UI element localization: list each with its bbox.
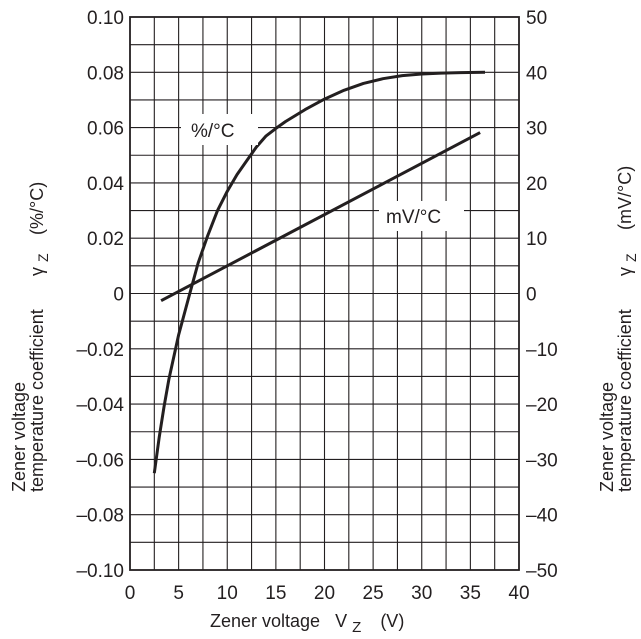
- plot-border: [129, 16, 520, 571]
- y-right-tick-label: –40: [526, 506, 558, 527]
- label-pct-background: [181, 114, 258, 145]
- y-left-title-line1: Zener voltage: [9, 382, 29, 492]
- y-left-tick-label: –0.02: [76, 340, 124, 361]
- series-line-pct-per-c: [152, 70, 486, 474]
- y-left-tick-labels: 0.10 0.08 0.06 0.04 0.02 0 –0.02 –0.04 –0.06 –0.0…: [76, 8, 124, 582]
- y-right-tick-label: 50: [526, 8, 547, 29]
- y-left-tick-label: 0.04: [87, 174, 124, 195]
- y-right-tick-label: –50: [526, 561, 558, 582]
- y-left-axis-title: Zener voltage temperature coefficient γ …: [9, 182, 51, 492]
- y-right-tick-label: 30: [526, 119, 547, 140]
- y-left-tick-label: –0.10: [76, 561, 124, 582]
- x-tick-label: 5: [173, 583, 184, 604]
- x-axis-unit: (V): [380, 611, 404, 631]
- series-line-mv-per-c: [160, 131, 481, 303]
- y-right-tick-label: 0: [526, 285, 537, 306]
- x-tick-label: 35: [460, 583, 481, 604]
- x-tick-label: 30: [411, 583, 432, 604]
- y-right-tick-label: 20: [526, 174, 547, 195]
- series-lines: [152, 70, 486, 474]
- y-right-title-line2: temperature coefficient: [615, 309, 635, 492]
- y-left-title-line2: temperature coefficient: [27, 309, 47, 492]
- y-right-title-line1: Zener voltage: [597, 382, 617, 492]
- y-left-tick-label: 0.02: [87, 229, 124, 250]
- y-left-tick-label: 0: [113, 285, 124, 306]
- y-right-tick-labels: 50 40 30 20 10 0 –10 –20 –30 –40 –50: [526, 8, 558, 582]
- x-tick-label: 15: [265, 583, 286, 604]
- y-left-tick-label: 0.10: [87, 8, 124, 29]
- y-left-symbol: γ Z: [27, 253, 51, 276]
- y-left-tick-label: 0.06: [87, 119, 124, 140]
- y-right-tick-label: 40: [526, 63, 547, 84]
- y-right-tick-label: –30: [526, 450, 558, 471]
- x-tick-labels: 0 5 10 15 20 25 30 35 40: [125, 583, 530, 604]
- x-tick-label: 25: [363, 583, 384, 604]
- y-right-axis-title: Zener voltage temperature coefficient γ …: [597, 166, 639, 492]
- y-right-tick-label: –10: [526, 340, 558, 361]
- x-tick-label: 0: [125, 583, 136, 604]
- y-left-tick-label: –0.06: [76, 450, 124, 471]
- x-tick-label: 10: [217, 583, 238, 604]
- y-left-subscript: Z: [35, 253, 51, 262]
- x-tick-label: 40: [508, 583, 529, 604]
- y-right-tick-label: 10: [526, 229, 547, 250]
- y-right-subscript: Z: [623, 253, 639, 262]
- y-right-gamma: γ: [615, 267, 635, 276]
- series-label-mv-per-c: mV/°C: [386, 207, 441, 228]
- y-right-tick-label: –20: [526, 395, 558, 416]
- x-axis-symbol: V: [335, 611, 347, 631]
- y-right-unit: (mV/°C): [615, 166, 635, 230]
- x-axis-title-main: Zener voltage: [210, 611, 320, 631]
- x-axis-title: Zener voltage V Z (V): [210, 611, 404, 636]
- x-axis-subscript: Z: [352, 619, 361, 636]
- x-tick-label: 20: [314, 583, 335, 604]
- plot-frame: [129, 16, 520, 571]
- y-left-unit: (%/°C): [27, 182, 47, 235]
- y-left-gamma: γ: [27, 267, 47, 276]
- label-mv-background: [379, 201, 464, 231]
- y-left-tick-label: 0.08: [87, 63, 124, 84]
- y-right-symbol: γ Z: [615, 253, 639, 276]
- series-label-pct-per-c: %/°C: [191, 121, 235, 142]
- y-left-tick-label: –0.08: [76, 506, 124, 527]
- y-left-tick-label: –0.04: [76, 395, 124, 416]
